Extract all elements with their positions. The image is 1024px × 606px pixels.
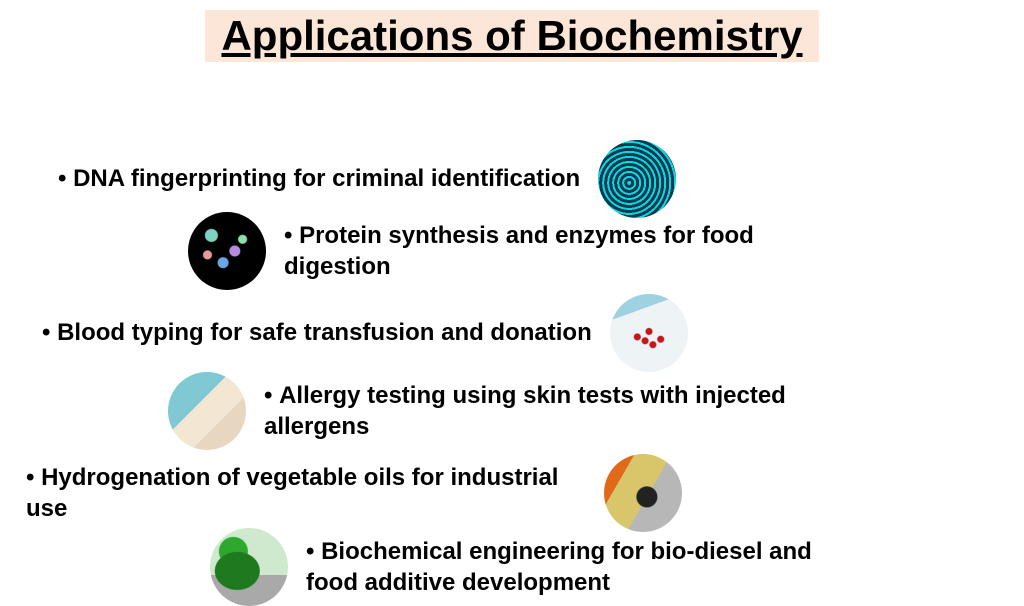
biodiesel-icon <box>210 528 288 606</box>
protein-icon <box>188 212 266 290</box>
industrial-icon <box>604 454 682 532</box>
fingerprint-icon <box>598 140 676 218</box>
bullet-text: Hydrogenation of vegetable oils for indu… <box>26 462 586 524</box>
bullet-list: DNA fingerprinting for criminal identifi… <box>0 62 1024 562</box>
bullet-text: Allergy testing using skin tests with in… <box>264 380 824 442</box>
bullet-text: Blood typing for safe transfusion and do… <box>42 317 592 348</box>
allergy-test-icon <box>168 372 246 450</box>
list-item: Hydrogenation of vegetable oils for indu… <box>26 454 682 532</box>
bullet-text: Biochemical engineering for bio-diesel a… <box>306 536 866 598</box>
list-item: Biochemical engineering for bio-diesel a… <box>210 528 866 606</box>
list-item: DNA fingerprinting for criminal identifi… <box>58 140 676 218</box>
list-item: Blood typing for safe transfusion and do… <box>42 294 688 372</box>
blood-typing-icon <box>610 294 688 372</box>
list-item: Protein synthesis and enzymes for food d… <box>188 212 844 290</box>
bullet-text: DNA fingerprinting for criminal identifi… <box>58 163 580 194</box>
list-item: Allergy testing using skin tests with in… <box>168 372 824 450</box>
bullet-text: Protein synthesis and enzymes for food d… <box>284 220 844 282</box>
page-title: Applications of Biochemistry <box>205 10 818 62</box>
